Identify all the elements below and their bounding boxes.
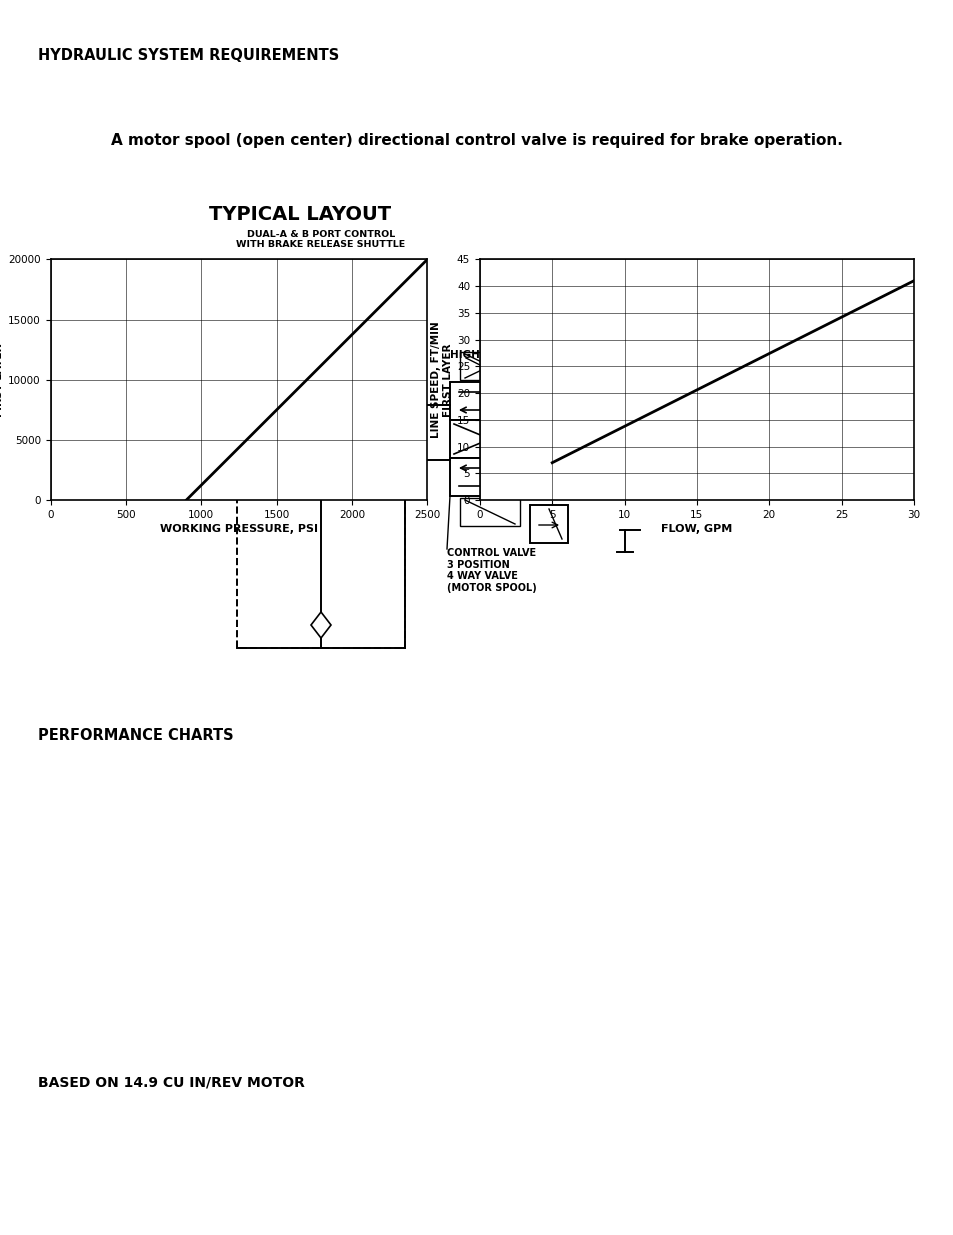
- Text: LOW PRESSURE LINE: LOW PRESSURE LINE: [566, 350, 687, 359]
- Text: BASED ON 14.9 CU IN/REV MOTOR: BASED ON 14.9 CU IN/REV MOTOR: [38, 1074, 305, 1089]
- Text: A motor spool (open center) directional control valve is required for brake oper: A motor spool (open center) directional …: [111, 132, 842, 147]
- Text: L: L: [259, 374, 266, 384]
- Text: HIGH PRESSURE LINE: HIGH PRESSURE LINE: [450, 350, 574, 359]
- Text: BRAKE
PORT: BRAKE PORT: [133, 409, 171, 431]
- Text: A: A: [215, 400, 224, 410]
- Bar: [459, 352, 519, 380]
- Bar: [248, 388, 306, 436]
- Bar: [450, 458, 530, 496]
- Text: TYPICAL LAYOUT: TYPICAL LAYOUT: [209, 205, 391, 225]
- Polygon shape: [588, 417, 622, 446]
- Text: CONTROL VALVE
3 POSITION
4 WAY VALVE
(MOTOR SPOOL): CONTROL VALVE 3 POSITION 4 WAY VALVE (MO…: [447, 548, 537, 593]
- Polygon shape: [160, 414, 198, 446]
- Text: DUAL-A & B PORT CONTROL
WITH BRAKE RELEASE SHUTTLE: DUAL-A & B PORT CONTROL WITH BRAKE RELEA…: [236, 230, 405, 249]
- Bar: [248, 443, 306, 492]
- Bar: [530, 505, 567, 543]
- Text: MOTOR: MOTOR: [156, 373, 196, 383]
- Bar: [450, 420, 530, 458]
- Bar: [459, 498, 519, 526]
- Text: B: B: [215, 450, 224, 459]
- Text: PUMP: PUMP: [597, 383, 631, 393]
- Bar: [450, 382, 530, 420]
- Bar: [236, 263, 405, 648]
- Text: HYDRAULIC SYSTEM REQUIREMENTS: HYDRAULIC SYSTEM REQUIREMENTS: [38, 48, 339, 63]
- Y-axis label: LINE PULL, LBS
FIRST LAYER: LINE PULL, LBS FIRST LAYER: [0, 335, 4, 425]
- Y-axis label: LINE SPEED, FT/MIN
FIRST LAYER: LINE SPEED, FT/MIN FIRST LAYER: [431, 321, 453, 438]
- Text: PERFORMANCE CHARTS: PERFORMANCE CHARTS: [38, 727, 233, 743]
- X-axis label: WORKING PRESSURE, PSI: WORKING PRESSURE, PSI: [160, 524, 317, 534]
- X-axis label: FLOW, GPM: FLOW, GPM: [660, 524, 732, 534]
